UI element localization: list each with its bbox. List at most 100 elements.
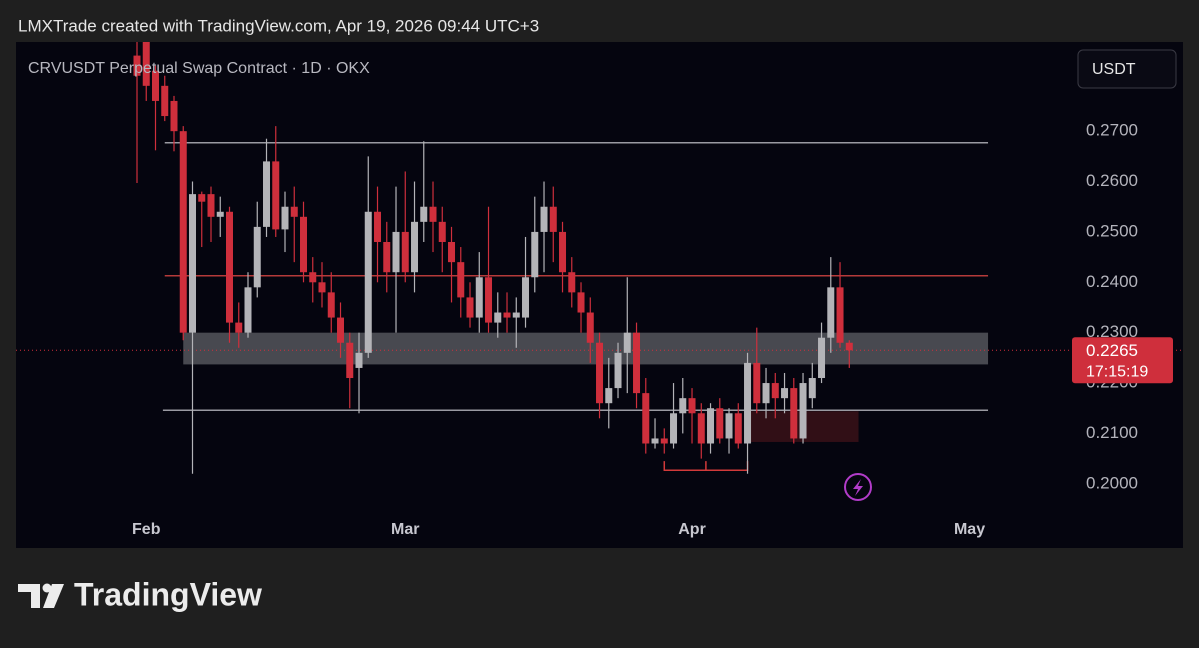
- y-tick-label: 0.2700: [1086, 121, 1138, 140]
- candle-body: [790, 388, 798, 439]
- candle-body: [438, 221, 446, 242]
- candle-body: [670, 413, 678, 444]
- candle-body: [133, 55, 141, 76]
- candle-body: [725, 413, 733, 439]
- plot: 0.20000.21000.22000.23000.24000.25000.26…: [16, 42, 1183, 538]
- candle-body: [151, 70, 159, 101]
- candle-body: [660, 438, 668, 444]
- tv-logo: [18, 583, 64, 608]
- candle-body: [577, 292, 585, 313]
- candle-body: [235, 322, 243, 333]
- candle-body: [623, 332, 631, 353]
- candle-body: [716, 408, 724, 439]
- candle-body: [188, 194, 196, 333]
- alert-icon[interactable]: [844, 473, 872, 501]
- candle-body: [244, 287, 252, 333]
- candle-body: [568, 272, 576, 293]
- candle-body: [762, 383, 770, 404]
- candle-body: [688, 398, 696, 414]
- alert-bolt: [853, 479, 863, 496]
- candle-body: [808, 378, 816, 399]
- candle-body: [522, 277, 530, 318]
- x-tick-label: Mar: [391, 521, 419, 538]
- candle-body: [771, 383, 779, 399]
- candle-body: [226, 211, 234, 323]
- y-tick-label: 0.2600: [1086, 171, 1138, 190]
- candle-body: [781, 388, 789, 399]
- candle-body: [827, 287, 835, 338]
- y-tick-label: 0.2000: [1086, 473, 1138, 492]
- brand: TradingView: [74, 576, 262, 612]
- candle-body: [374, 211, 382, 242]
- x-tick-label: Feb: [132, 521, 161, 538]
- x-tick-label: May: [954, 521, 985, 538]
- candle-body: [364, 211, 372, 353]
- candle-body: [318, 282, 326, 293]
- candle-body: [383, 241, 391, 273]
- candle-body: [679, 398, 687, 414]
- candle-body: [734, 413, 742, 444]
- candle-body: [272, 161, 280, 230]
- candle-body: [633, 332, 641, 394]
- candle-body: [549, 206, 557, 232]
- candle-body: [707, 408, 715, 444]
- candle-body: [503, 312, 511, 318]
- candle-body: [836, 287, 844, 343]
- candle-body: [642, 393, 650, 444]
- candle-body: [845, 342, 853, 351]
- candle-body: [429, 206, 437, 222]
- x-tick-label: Apr: [678, 521, 706, 538]
- candle-body: [290, 206, 298, 217]
- candle-body: [466, 297, 474, 318]
- candle-body: [605, 388, 613, 404]
- candle-body: [337, 317, 345, 343]
- candle-body: [253, 226, 261, 288]
- candle-body: [309, 272, 317, 283]
- candle-body: [411, 221, 419, 273]
- candle-body: [300, 216, 308, 273]
- price-label: 0.2265: [1086, 341, 1138, 360]
- candle-body: [161, 85, 169, 117]
- candle-body: [420, 206, 428, 222]
- candle-body: [401, 231, 409, 273]
- candle-body: [651, 438, 659, 444]
- candle-body: [614, 352, 622, 389]
- countdown: 17:15:19: [1086, 364, 1148, 381]
- candle-body: [170, 100, 178, 132]
- candle-body: [540, 206, 548, 232]
- candle-body: [744, 362, 752, 444]
- y-tick-label: 0.2400: [1086, 272, 1138, 291]
- candle-body: [475, 277, 483, 318]
- zone: [183, 332, 989, 365]
- candle-body: [448, 241, 456, 263]
- candle-body: [494, 312, 502, 323]
- candle-body: [281, 206, 289, 230]
- y-tick-label: 0.2100: [1086, 423, 1138, 442]
- candle-body: [179, 131, 187, 333]
- candle-body: [457, 262, 465, 298]
- chart-panel: [16, 42, 1183, 548]
- candle-body: [198, 194, 206, 202]
- candle-body: [596, 342, 604, 404]
- currency-label[interactable]: USDT: [1092, 61, 1136, 78]
- candle-body: [818, 337, 826, 379]
- candle-body: [142, 42, 150, 86]
- currency-button[interactable]: [1077, 49, 1177, 89]
- candle-body: [559, 231, 567, 273]
- candle-body: [753, 362, 761, 404]
- candle-body: [799, 383, 807, 439]
- candle-body: [355, 352, 363, 368]
- price-label-box: [1072, 337, 1173, 384]
- chart-title: CRVUSDT Perpetual Swap Contract · 1D · O…: [28, 60, 370, 77]
- candle-body: [586, 312, 594, 343]
- candle-body: [346, 342, 354, 379]
- candle-body: [485, 277, 493, 323]
- candle-body: [697, 413, 705, 444]
- candle-body: [216, 211, 224, 217]
- candle-body: [531, 231, 539, 278]
- candle-body: [263, 161, 271, 227]
- candle-body: [327, 292, 335, 318]
- y-tick-label: 0.2500: [1086, 221, 1138, 240]
- candle-body: [512, 312, 520, 318]
